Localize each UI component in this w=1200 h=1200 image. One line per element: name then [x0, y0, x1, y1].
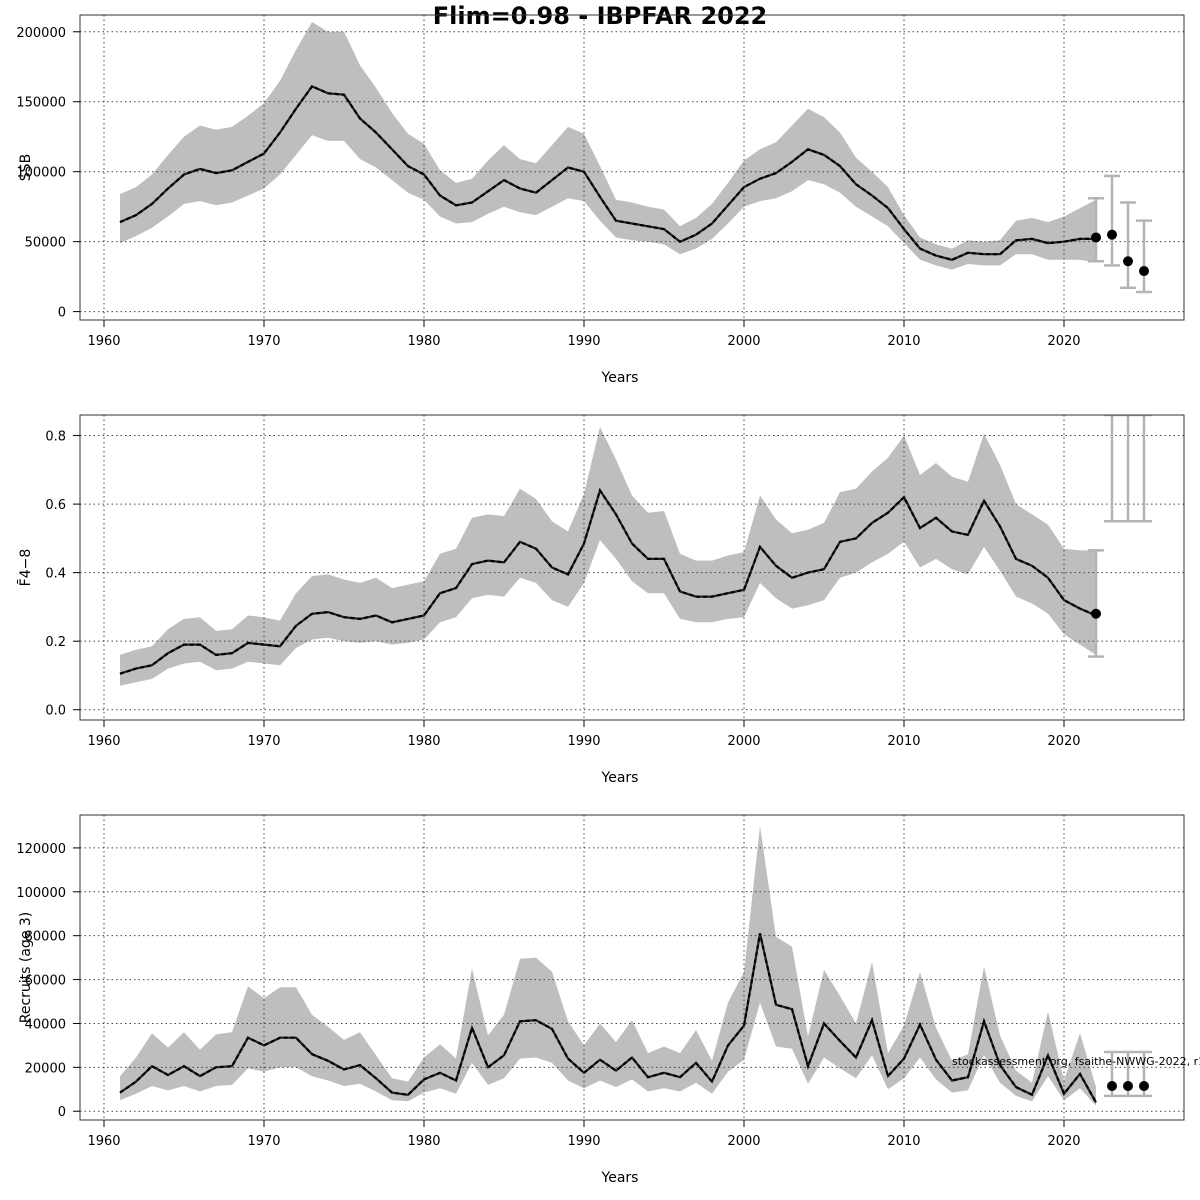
- x-axis-label: Years: [601, 370, 639, 386]
- x-tick-label: 2020: [1047, 334, 1080, 349]
- forecast-point: [1139, 1080, 1149, 1091]
- y-tick-label: 200000: [16, 26, 66, 41]
- x-tick-label: 1990: [567, 1134, 600, 1149]
- y-tick-label: 0.2: [45, 635, 66, 650]
- y-axis-label: SSB: [18, 154, 34, 181]
- y-tick-label: 80000: [25, 930, 66, 945]
- confidence-band: [120, 427, 1096, 686]
- y-tick-label: 0.8: [45, 430, 66, 445]
- plot-frame: [79, 814, 1185, 1121]
- panel-2: 1960 1970 1980 1990 2000 2010 2020 0.0 0.2 0.4 0.6…: [16, 414, 1185, 786]
- y-tick-label: 100000: [16, 886, 66, 901]
- x-tick-label: 1960: [87, 334, 120, 349]
- confidence-band: [120, 826, 1096, 1106]
- forecast-point: [1091, 232, 1101, 243]
- y-tick-label: 0.4: [45, 567, 66, 582]
- x-tick-label: 1980: [407, 734, 440, 749]
- x-tick-label: 1980: [407, 334, 440, 349]
- y-tick-label: 0: [58, 306, 66, 321]
- y-tick-label: 0.0: [45, 704, 66, 719]
- x-tick-label: 1960: [87, 734, 120, 749]
- x-tick-label: 2010: [887, 734, 920, 749]
- x-tick-label: 1990: [567, 334, 600, 349]
- x-tick-label: 2000: [727, 1134, 760, 1149]
- estimate-line-dashed: [119, 85, 1096, 261]
- x-tick-label: 2010: [887, 1134, 920, 1149]
- x-tick-label: 2020: [1047, 1134, 1080, 1149]
- y-tick-label: 100000: [16, 166, 66, 181]
- y-tick-label: 50000: [25, 236, 66, 251]
- x-tick-label: 1970: [247, 334, 280, 349]
- plot-area: [80, 815, 1184, 1120]
- forecast-point: [1107, 1080, 1117, 1091]
- y-tick-label: 0.6: [45, 498, 66, 513]
- y-tick-label: 0: [58, 1105, 66, 1120]
- plot-area: [80, 415, 1184, 720]
- figure-title: Flim=0.98 - IBPFAR 2022: [432, 2, 768, 30]
- source-note: stockassessment.org, fsaithe-NWWG-2022, …: [952, 1055, 1200, 1068]
- y-tick-label: 60000: [25, 974, 66, 989]
- forecast-point: [1107, 229, 1117, 240]
- x-axis-label: Years: [601, 770, 639, 786]
- x-tick-label: 1960: [87, 1134, 120, 1149]
- plot-frame: [79, 14, 1185, 321]
- forecast-point: [1123, 1080, 1133, 1091]
- y-axis-label: Recruits (age 3): [18, 912, 34, 1024]
- estimate-line-dashed: [119, 487, 1097, 675]
- x-tick-label: 2000: [727, 734, 760, 749]
- x-tick-label: 1990: [567, 734, 600, 749]
- x-tick-label: 1970: [247, 1134, 280, 1149]
- forecast-point: [1139, 266, 1149, 277]
- panel-1: 1960 1970 1980 1990 2000 2010 2020 0 50000 100000…: [16, 14, 1185, 386]
- y-tick-label: 150000: [16, 96, 66, 111]
- y-axis-label: F̄4−8: [16, 549, 34, 587]
- forecast-point: [1123, 256, 1133, 267]
- x-tick-label: 2020: [1047, 734, 1080, 749]
- plot-frame: [79, 414, 1185, 721]
- y-tick-label: 40000: [25, 1017, 66, 1032]
- x-tick-label: 2000: [727, 334, 760, 349]
- x-axis-label: Years: [601, 1170, 639, 1186]
- x-tick-label: 1980: [407, 1134, 440, 1149]
- y-tick-label: 20000: [25, 1061, 66, 1076]
- forecast-point: [1091, 608, 1101, 619]
- plot-area: [80, 15, 1184, 320]
- estimate-line-dashed: [119, 933, 1097, 1103]
- confidence-band: [120, 22, 1096, 270]
- panel-3: 1960 1970 1980 1990 2000 2010 2020 0 20000 40000 6…: [16, 814, 1185, 1186]
- x-tick-label: 1970: [247, 734, 280, 749]
- x-tick-label: 2010: [887, 334, 920, 349]
- y-tick-label: 120000: [16, 842, 66, 857]
